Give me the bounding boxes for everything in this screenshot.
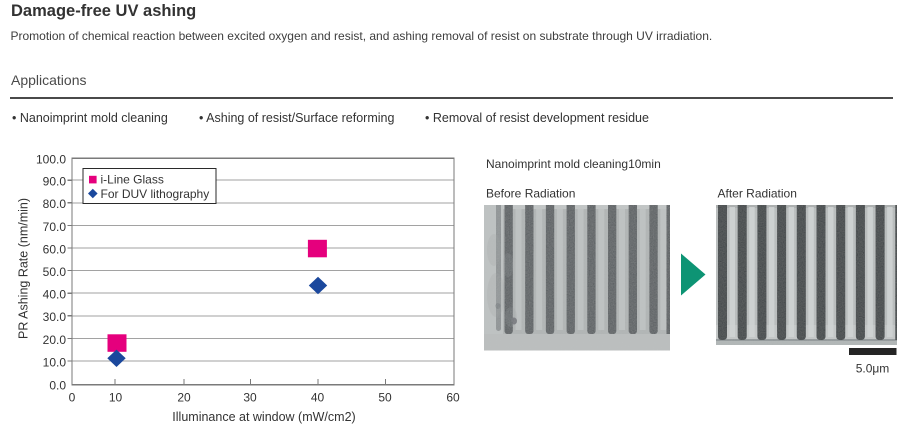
svg-text:i-Line Glass: i-Line Glass <box>101 173 164 187</box>
svg-text:20: 20 <box>177 391 191 405</box>
svg-text:50.0: 50.0 <box>43 265 67 279</box>
svg-text:50: 50 <box>378 391 392 405</box>
svg-text:Before Radiation: Before Radiation <box>486 187 575 201</box>
svg-text:5.0μm: 5.0μm <box>856 362 890 376</box>
svg-text:60: 60 <box>446 391 460 405</box>
svg-text:10.0: 10.0 <box>43 355 67 369</box>
svg-text:10: 10 <box>109 391 123 405</box>
svg-text:0.0: 0.0 <box>49 378 66 392</box>
svg-text:PR Ashing Rate (nm/min): PR Ashing Rate (nm/min) <box>17 198 31 339</box>
svg-text:Illuminance at window (mW/cm2): Illuminance at window (mW/cm2) <box>172 410 355 424</box>
svg-text:40.0: 40.0 <box>43 288 67 302</box>
svg-text:70.0: 70.0 <box>43 220 67 234</box>
svg-text:30.0: 30.0 <box>43 310 67 324</box>
svg-text:80.0: 80.0 <box>43 197 67 211</box>
svg-text:After Radiation: After Radiation <box>718 187 797 201</box>
svg-text:60.0: 60.0 <box>43 242 67 256</box>
svg-text:100.0: 100.0 <box>36 152 66 166</box>
svg-text:For DUV lithography: For DUV lithography <box>101 187 210 201</box>
svg-text:30: 30 <box>243 391 257 405</box>
svg-text:0: 0 <box>69 391 76 405</box>
svg-text:40: 40 <box>311 391 325 405</box>
svg-text:90.0: 90.0 <box>43 175 67 189</box>
svg-text:Nanoimprint mold cleaning10min: Nanoimprint mold cleaning10min <box>486 157 661 171</box>
svg-text:20.0: 20.0 <box>43 333 67 347</box>
